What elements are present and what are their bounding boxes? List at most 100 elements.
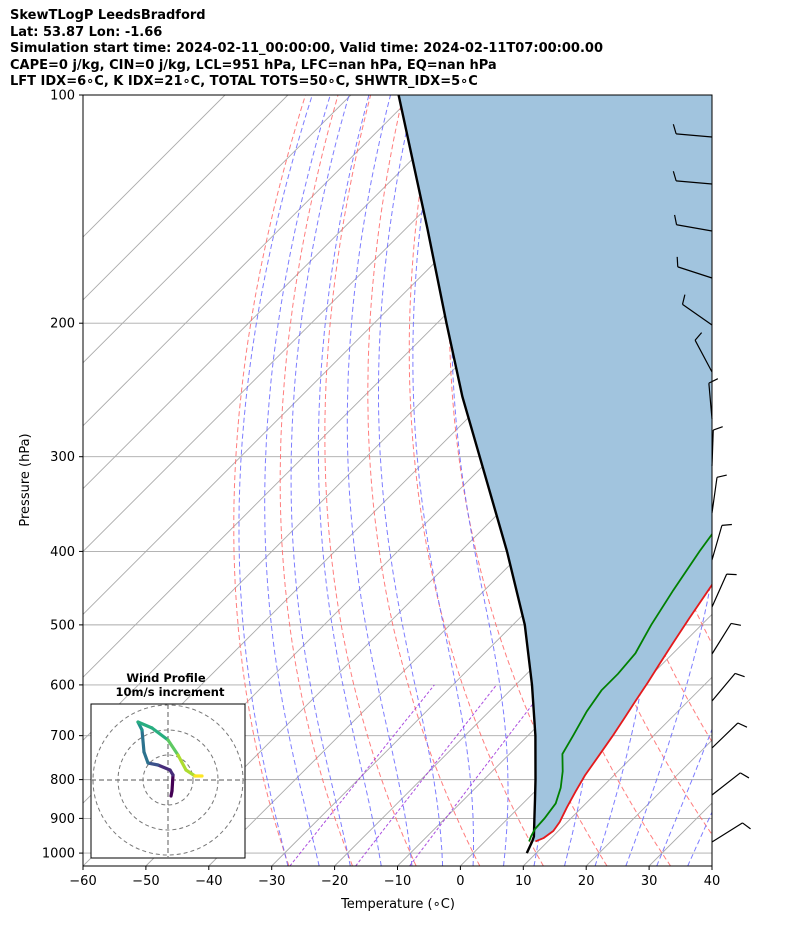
wind-barb-flag xyxy=(708,378,719,384)
chart-title-block: SkewTLogP LeedsBradford Lat: 53.87 Lon: … xyxy=(10,8,603,91)
wind-profile-trace xyxy=(140,728,146,754)
x-tick-label: −10 xyxy=(384,874,411,889)
isotherm-line xyxy=(83,95,352,364)
moist-adiabat-line xyxy=(317,95,382,866)
x-tick-label: −50 xyxy=(132,874,159,889)
moist-adiabat-line xyxy=(451,95,509,866)
wind-barb xyxy=(711,673,736,702)
wind-profile-trace xyxy=(142,750,150,765)
isotherm-line xyxy=(522,676,712,866)
wind-barb xyxy=(711,772,741,796)
dry-adiabat-line xyxy=(561,95,712,743)
y-tick-label: 600 xyxy=(50,678,75,693)
y-tick-label: 700 xyxy=(50,729,75,744)
profile-lines xyxy=(397,95,712,854)
wind-barb xyxy=(711,623,732,655)
wind-profile-subtitle: 10m/s increment xyxy=(116,685,225,699)
wind-barb xyxy=(677,266,713,279)
wind-barb-flag xyxy=(737,722,748,728)
wind-profile-trace xyxy=(184,768,197,778)
dry-adiabat-line xyxy=(760,78,794,866)
wind-barb xyxy=(711,525,723,561)
wind-barb xyxy=(711,822,743,843)
x-axis-label: Temperature (∘C) xyxy=(340,897,455,912)
isotherm-line xyxy=(83,95,289,301)
y-tick-label: 300 xyxy=(50,450,75,465)
y-tick-label: 1000 xyxy=(42,847,75,862)
wind-barbs xyxy=(672,124,751,843)
wind-barb-flag xyxy=(734,672,745,678)
temperature-line xyxy=(535,583,712,843)
moist-adiabat-line xyxy=(412,95,474,866)
time-text: Simulation start time: 2024-02-11_00:00:… xyxy=(10,41,603,56)
wind-profile-title: Wind Profile xyxy=(126,671,206,685)
wind-barb-flag xyxy=(674,214,678,225)
x-tick-label: −40 xyxy=(195,874,222,889)
y-tick-label: 900 xyxy=(50,812,75,827)
x-tick-label: −20 xyxy=(321,874,348,889)
wind-barb-flag xyxy=(740,772,750,779)
x-tick-label: 40 xyxy=(704,874,721,889)
x-tick-label: −30 xyxy=(258,874,285,889)
x-tick-label: 0 xyxy=(456,874,464,889)
isotherm-line xyxy=(334,487,712,866)
wind-barb xyxy=(711,477,718,514)
isotherm-line xyxy=(397,550,712,866)
isotherm-line xyxy=(83,95,415,427)
wind-barb-flag xyxy=(672,171,677,182)
cape-cin-area xyxy=(398,95,712,842)
location-text: Lat: 53.87 Lon: -1.66 xyxy=(10,24,163,40)
isotherm-line xyxy=(83,95,226,238)
x-tick-label: 20 xyxy=(578,874,595,889)
moist-adiabat-line xyxy=(656,727,712,866)
wind-barb xyxy=(676,180,713,185)
moist-adiabat-line xyxy=(264,95,331,866)
isotherm-line xyxy=(83,95,477,490)
x-tick-label: 30 xyxy=(641,874,658,889)
wind-barb-flag xyxy=(681,294,686,305)
dry-adiabat-line xyxy=(367,95,481,866)
mixing-ratio-line xyxy=(409,684,548,866)
x-tick-label: −60 xyxy=(69,874,96,889)
dry-adiabat-line xyxy=(524,95,712,836)
wind-profile-trace xyxy=(166,738,180,757)
wind-barb-flag xyxy=(716,474,727,478)
isotherm-line xyxy=(711,865,712,866)
chart-title: SkewTLogP LeedsBradford xyxy=(10,8,206,23)
wind-barb xyxy=(676,224,713,232)
isotherm-line xyxy=(775,95,794,866)
x-tick-label: 10 xyxy=(515,874,532,889)
moist-adiabat-line xyxy=(719,78,794,866)
wind-barb-flag xyxy=(742,822,751,830)
wind-profile-trace xyxy=(176,753,188,772)
wind-barb xyxy=(708,383,713,420)
y-axis-label: Pressure (hPa) xyxy=(18,433,33,526)
axes: −60 −50 −40 −30 −20 −10 0 10 20 30 40 100 200 300 400 5… xyxy=(42,89,720,890)
wind-barb xyxy=(711,722,739,749)
index-text: LFT IDX=6∘C, K IDX=21∘C, TOTAL TOTS=50∘C… xyxy=(10,74,478,89)
mixing-ratio-line xyxy=(289,684,435,866)
y-tick-label: 100 xyxy=(50,89,75,104)
wind-barb xyxy=(676,133,713,138)
moist-adiabat-line xyxy=(290,95,351,866)
wind-barb-flag xyxy=(730,622,742,626)
dry-adiabat-line xyxy=(728,78,794,866)
wind-barb-flag xyxy=(721,523,732,526)
y-tick-label: 500 xyxy=(50,618,75,633)
y-tick-label: 400 xyxy=(50,545,75,560)
dry-adiabat-line xyxy=(233,95,307,866)
y-tick-label: 800 xyxy=(50,773,75,788)
mixing-ratio-line xyxy=(355,684,497,866)
wind-barb xyxy=(694,339,713,373)
dewpoint-line xyxy=(528,532,712,842)
dry-adiabat-line xyxy=(408,95,544,866)
wind-barb xyxy=(711,573,728,608)
wind-barb-flag xyxy=(676,256,679,267)
moist-adiabat-line xyxy=(346,95,413,866)
isotherm-line xyxy=(83,95,540,553)
stability-text: CAPE=0 j/kg, CIN=0 j/kg, LCL=951 hPa, LF… xyxy=(10,57,497,73)
wind-barb-flag xyxy=(713,426,723,431)
wind-profile-trace xyxy=(146,761,160,767)
wind-barb-flag xyxy=(672,124,677,135)
